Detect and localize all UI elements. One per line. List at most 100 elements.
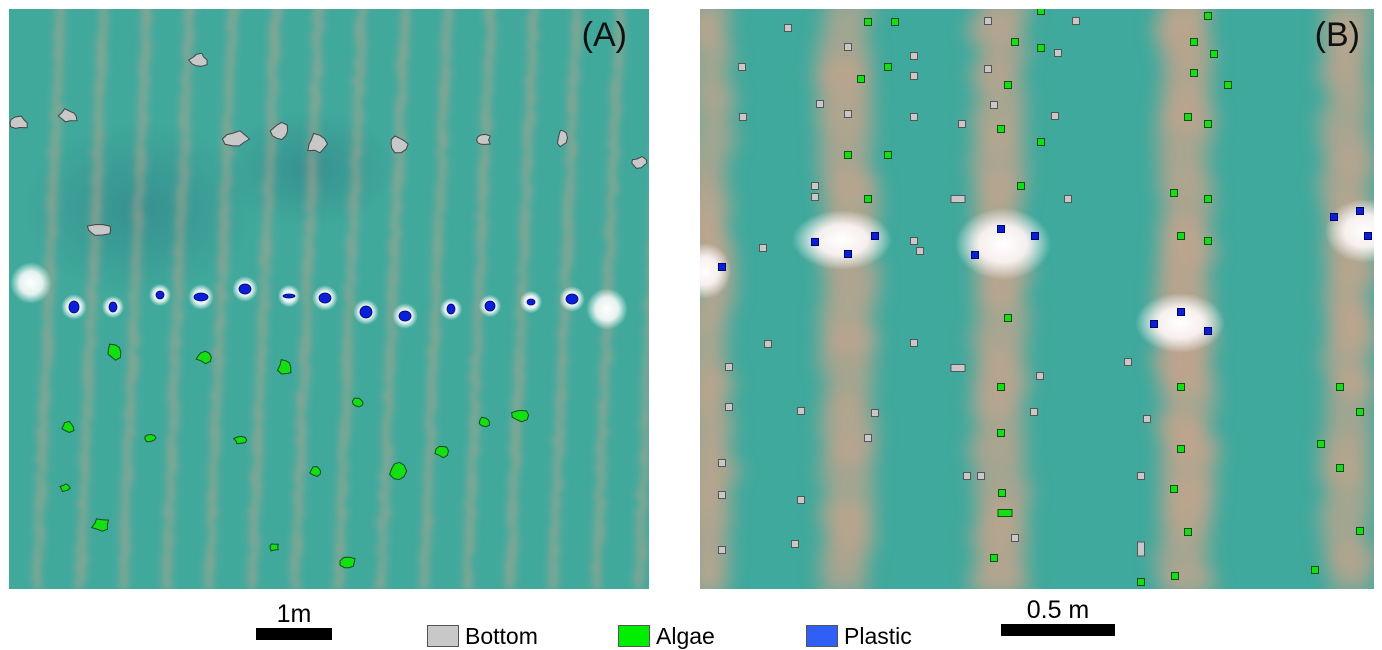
bottom-polygon (9, 115, 28, 129)
rope-dot (303, 311, 312, 319)
rope-dot (468, 446, 481, 454)
rope-dot (229, 32, 238, 40)
rope-dot (554, 419, 565, 427)
rope-dot (94, 104, 104, 112)
rope-dot (568, 113, 578, 121)
rope-dot (398, 86, 407, 94)
rope-dot (506, 518, 517, 526)
legend-item-algae: Algae (618, 624, 715, 648)
bottom-point (950, 364, 966, 372)
rope-dot (292, 545, 304, 553)
rope-dot (341, 392, 351, 400)
rope-dot (566, 95, 578, 103)
algae-point (1336, 383, 1344, 391)
rope-dot (594, 518, 604, 526)
rope-dot (426, 392, 437, 400)
rope-dot (225, 68, 234, 76)
rope-dot (522, 158, 534, 166)
rope-dot (298, 356, 309, 364)
rope-dot (592, 581, 602, 589)
rope-dot (52, 86, 63, 94)
bottom-point (725, 363, 733, 371)
rope-dot (647, 240, 649, 246)
rope-dot (40, 392, 51, 400)
rope-dot (175, 239, 185, 247)
rope-dot (226, 50, 236, 58)
rope-dot (77, 536, 88, 544)
rope-dot (252, 491, 262, 499)
plastic-polygon (565, 293, 579, 305)
rope-dot (554, 446, 566, 454)
rope-dot (425, 446, 437, 454)
bottom-point (984, 65, 992, 73)
algae-point (1004, 81, 1012, 89)
rope-dot (503, 563, 516, 571)
rope-dot (337, 482, 349, 490)
bottom-point (764, 340, 772, 348)
legend-label-algae: Algae (656, 623, 715, 649)
rope-dot (382, 446, 395, 454)
rope-dot (338, 446, 347, 454)
rope-dot (602, 329, 613, 337)
rope-dot (523, 194, 532, 202)
rope-dot (162, 572, 172, 580)
rope-dot (130, 275, 142, 283)
rope-dot (131, 284, 140, 292)
algae-polygon (434, 445, 450, 459)
plastic-polygon (359, 305, 373, 319)
rope-dot (352, 95, 362, 103)
rope-dot (349, 221, 359, 229)
rope-dot (207, 536, 217, 544)
rope-dot (47, 221, 58, 229)
plastic-highlight (792, 210, 892, 270)
rope-dot (308, 149, 317, 157)
algae-polygon (144, 433, 157, 443)
rope-dot (300, 365, 311, 373)
rope-dot (439, 41, 451, 49)
rope-dot (508, 446, 521, 454)
rope-dot (590, 563, 602, 571)
rope-dot (396, 95, 408, 103)
rope-dot (562, 239, 575, 247)
plastic-point (971, 251, 979, 259)
rope-dot (37, 437, 49, 445)
rope-dot (614, 32, 626, 40)
rope-dot (168, 383, 179, 391)
rope-dot (469, 392, 478, 400)
rope-dot (635, 563, 645, 571)
rope-dot (127, 356, 140, 364)
rope-dot (426, 428, 438, 436)
rope-dot (526, 86, 536, 94)
rope-dot (392, 167, 405, 175)
rope-dot (432, 248, 444, 256)
rope-dot (213, 329, 223, 337)
rope-dot (551, 518, 561, 526)
rope-dot (638, 482, 648, 490)
rope-dot (481, 104, 491, 112)
rope-dot (47, 176, 59, 184)
rope-dot (648, 285, 649, 291)
rope-dot (636, 518, 646, 526)
rope-dot (559, 311, 571, 319)
rope-dot (437, 140, 450, 148)
rope-dot (50, 131, 61, 139)
rope-dot (557, 383, 567, 391)
rope-dot (564, 158, 575, 166)
rope-dot (89, 248, 100, 256)
rope-dot (377, 563, 387, 571)
rope-dot (138, 86, 148, 94)
rope-dot (304, 221, 316, 229)
rope-dot (222, 167, 231, 175)
rope-dot (425, 410, 435, 418)
rope-dot (394, 122, 404, 130)
rope-dot (52, 104, 65, 112)
rope-dot (343, 320, 353, 328)
rope-dot (519, 221, 530, 229)
rope-dot (254, 455, 263, 463)
rope-dot (334, 545, 347, 553)
rope-dot (432, 302, 441, 310)
rope-dot (511, 464, 521, 472)
rope-dot (121, 482, 131, 490)
rope-dot (306, 230, 315, 238)
rope-dot (83, 410, 94, 418)
